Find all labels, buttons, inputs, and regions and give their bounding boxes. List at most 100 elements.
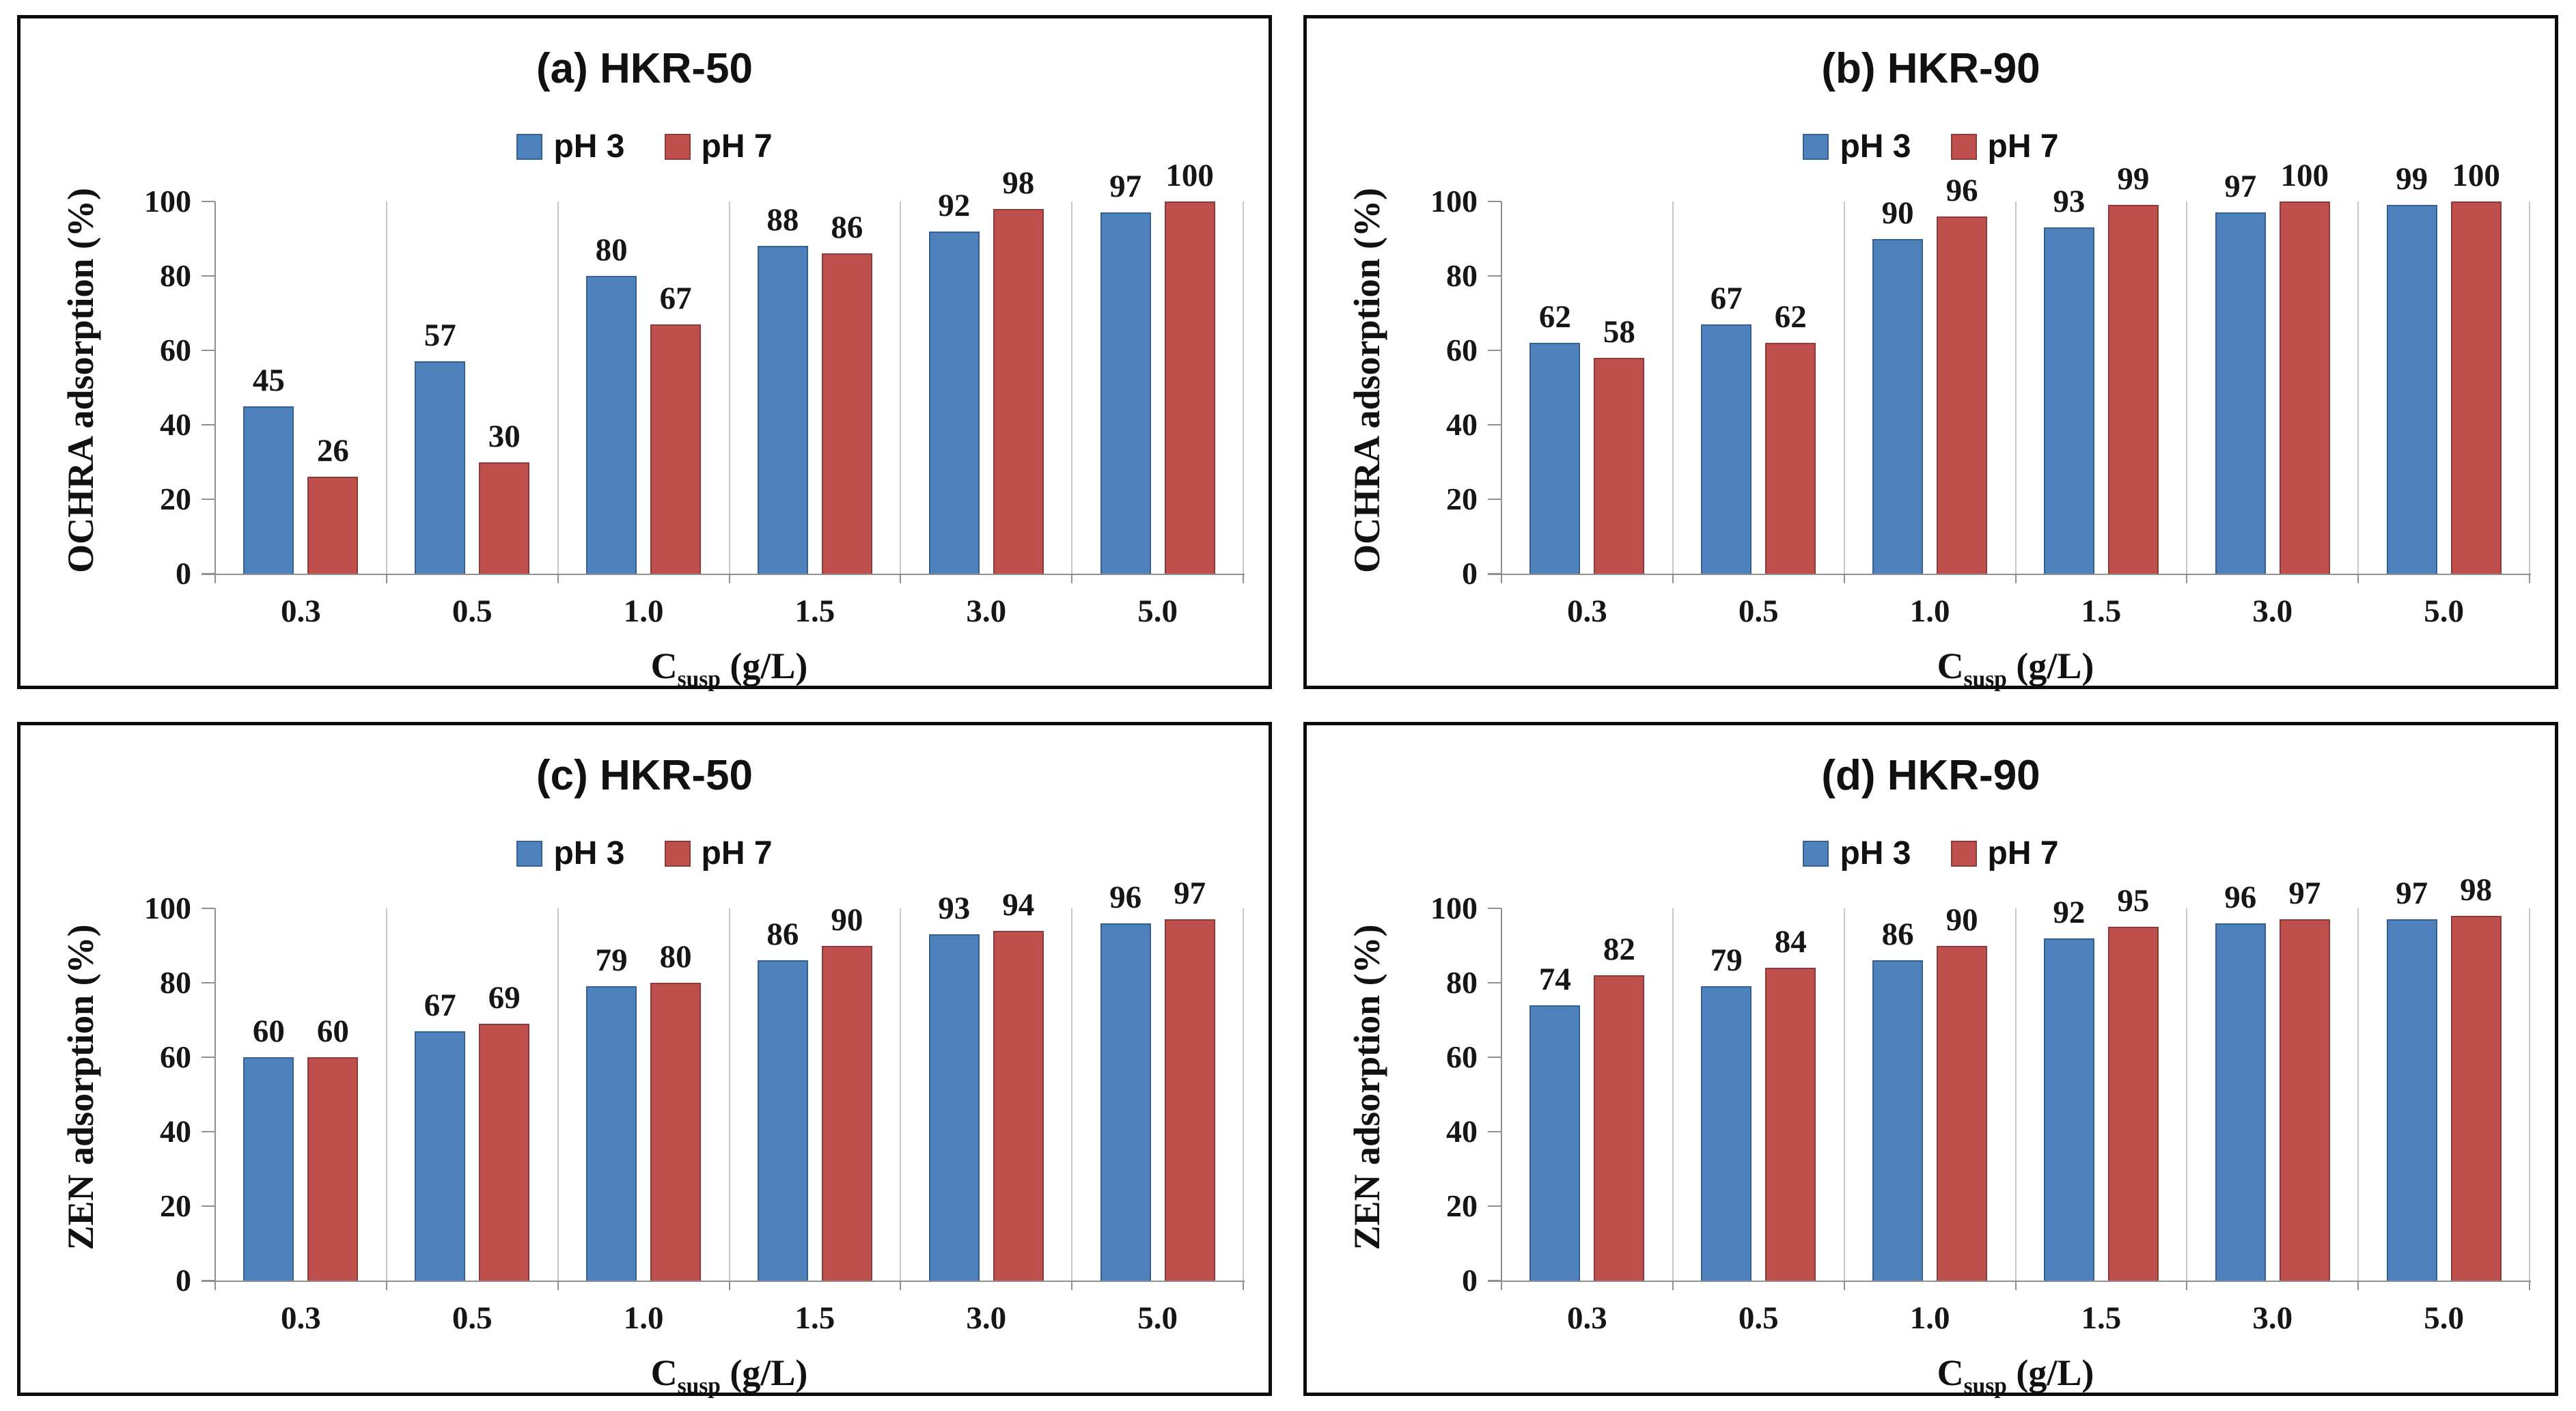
y-tick-label: 20 [160, 1188, 191, 1223]
y-tick [1488, 982, 1501, 983]
x-category-label: 0.3 [281, 1300, 321, 1336]
x-category-label: 5.0 [2424, 593, 2464, 629]
legend-swatch-ph7-icon [664, 840, 691, 867]
legend-item-ph3: pH 3 [516, 128, 625, 165]
bar-value-label: 62 [1538, 299, 1571, 335]
legend-label-ph7: pH 7 [1987, 835, 2059, 871]
gridline [385, 201, 387, 574]
bar-ph7 [1937, 945, 1988, 1281]
x-axis-title-units: (g/L) [2006, 1352, 2094, 1393]
y-tick [1488, 1057, 1501, 1058]
bar-ph3 [2386, 919, 2437, 1281]
y-tick-label: 0 [176, 556, 191, 591]
bar-ph3 [757, 960, 808, 1281]
bar-value-label: 93 [938, 891, 971, 927]
bar-value-label: 88 [766, 202, 799, 238]
x-tick [1672, 574, 1674, 583]
bar-ph3 [1529, 1005, 1581, 1281]
y-tick [202, 573, 215, 574]
bar-ph7 [650, 324, 702, 574]
x-axis-title-subscript: susp [677, 1373, 721, 1399]
x-category-label: 3.0 [966, 1300, 1007, 1336]
x-tick [1501, 1281, 1502, 1290]
y-tick [1488, 1280, 1501, 1281]
x-category-label: 1.5 [2081, 593, 2122, 629]
bar-ph3 [243, 1057, 294, 1281]
legend-swatch-ph3-icon [516, 840, 543, 867]
legend-item-ph7: pH 7 [664, 835, 773, 872]
y-axis-line [214, 908, 216, 1290]
y-tick-label: 20 [1446, 481, 1478, 516]
gridline [728, 201, 730, 574]
gridline [2357, 201, 2359, 574]
y-tick-label: 0 [1462, 1263, 1478, 1298]
gridline [2186, 201, 2188, 574]
gridline [1243, 908, 1244, 1281]
bar-ph3 [1529, 343, 1581, 574]
bar-ph7 [993, 208, 1044, 574]
bar-value-label: 30 [488, 418, 521, 454]
gridline [1672, 201, 1674, 574]
plot-area: Csusp (g/L) 0 20 40 60 80 100 0.3 0.5 1.0 1.5 3.0 5… [1430, 874, 2531, 1399]
bar-ph3 [928, 934, 980, 1281]
x-category-label: 5.0 [1137, 593, 1178, 629]
bar-value-label: 93 [2053, 184, 2086, 220]
legend-label-ph7: pH 7 [701, 128, 773, 165]
bar-value-label: 92 [2053, 894, 2086, 930]
bar-ph7 [479, 1023, 530, 1281]
bar-value-label: 90 [1881, 195, 1914, 231]
y-tick [202, 982, 215, 983]
x-tick [1843, 1281, 1845, 1290]
y-tick [1488, 424, 1501, 425]
y-tick [1488, 1205, 1501, 1207]
gridline [1843, 908, 1845, 1281]
y-tick [202, 201, 215, 202]
legend-swatch-ph3-icon [1803, 840, 1829, 867]
y-tick-label: 40 [160, 407, 191, 442]
bar-value-label: 92 [938, 187, 971, 223]
bar-value-label: 86 [1881, 917, 1914, 953]
bar-value-label: 62 [1774, 299, 1807, 335]
bar-value-label: 100 [1165, 158, 1214, 193]
y-axis-title: OCHRA adsorption (%) [1346, 187, 1387, 574]
y-tick [202, 350, 215, 351]
gridline [1843, 201, 1845, 574]
bar-ph3 [928, 231, 980, 574]
chart-panel: (b) HKR-90 pH 3 pH 7 OCHRA adsorption (%… [1303, 15, 2558, 692]
bar-value-label: 98 [2460, 871, 2493, 908]
y-tick-label: 0 [176, 1263, 191, 1298]
bar-value-label: 84 [1774, 924, 1807, 960]
x-tick [1071, 1281, 1073, 1290]
x-tick [2529, 574, 2530, 583]
gridline [557, 908, 559, 1281]
x-axis-line [1488, 574, 2531, 575]
bar-ph3 [2043, 938, 2094, 1281]
x-axis-title: Csusp (g/L) [1501, 645, 2530, 693]
x-axis-title-symbol: C [1937, 1352, 1964, 1393]
bar-value-label: 79 [1710, 942, 1743, 979]
bar-ph7 [1164, 919, 1215, 1281]
plot-area: Csusp (g/L) 0 20 40 60 80 100 0.3 0.5 1.0 1.5 3.0 5… [144, 159, 1245, 692]
bar-value-label: 67 [659, 280, 692, 316]
legend-item-ph7: pH 7 [1950, 128, 2059, 165]
y-tick-label: 100 [1430, 891, 1478, 925]
chart-panel: (d) HKR-90 pH 3 pH 7 ZEN adsorption (%) … [1303, 722, 2558, 1399]
x-tick [2014, 574, 2017, 583]
panel-title: (d) HKR-90 [1821, 752, 2040, 799]
x-tick [2186, 1281, 2188, 1290]
bar-ph7 [650, 983, 702, 1281]
plot-area: Csusp (g/L) 0 20 40 60 80 100 0.3 0.5 1.0 1.5 3.0 5… [1430, 159, 2531, 692]
bar-ph7 [1765, 968, 1816, 1281]
y-tick [202, 424, 215, 425]
y-axis-title: OCHRA adsorption (%) [60, 187, 101, 574]
y-tick-label: 40 [1446, 1114, 1478, 1149]
x-category-label: 3.0 [2252, 593, 2293, 629]
x-category-label: 0.5 [1738, 1300, 1779, 1336]
bar-value-label: 90 [1945, 902, 1978, 938]
bar-ph3 [243, 406, 294, 574]
x-axis-title-symbol: C [650, 645, 678, 686]
x-axis-title-subscript: susp [1963, 666, 2007, 692]
x-axis-title: Csusp (g/L) [215, 1352, 1243, 1399]
gridline [2357, 908, 2359, 1281]
legend-label-ph3: pH 3 [1840, 835, 1911, 871]
